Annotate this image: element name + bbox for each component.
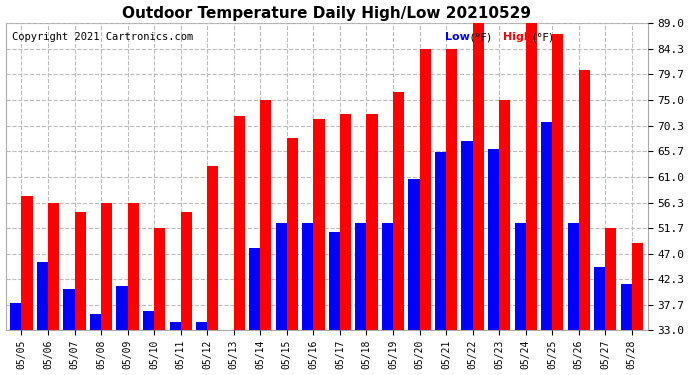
Bar [101, 202, 112, 330]
Bar [579, 70, 590, 330]
Bar [128, 202, 139, 330]
Bar [90, 314, 101, 330]
Text: (°F): (°F) [529, 32, 553, 42]
Bar [462, 141, 473, 330]
Bar [181, 212, 192, 330]
Bar [37, 262, 48, 330]
Text: Low: Low [446, 32, 471, 42]
Bar [621, 284, 632, 330]
Text: High: High [503, 32, 532, 42]
Bar [234, 116, 245, 330]
Bar [170, 322, 181, 330]
Title: Outdoor Temperature Daily High/Low 20210529: Outdoor Temperature Daily High/Low 20210… [122, 6, 531, 21]
Bar [408, 180, 420, 330]
Bar [249, 248, 260, 330]
Bar [526, 23, 537, 330]
Bar [117, 286, 128, 330]
Bar [393, 92, 404, 330]
Bar [10, 303, 21, 330]
Bar [594, 267, 605, 330]
Bar [75, 212, 86, 330]
Bar [355, 224, 366, 330]
Bar [366, 114, 377, 330]
Bar [568, 224, 579, 330]
Bar [302, 224, 313, 330]
Bar [63, 289, 75, 330]
Bar [340, 114, 351, 330]
Bar [48, 202, 59, 330]
Bar [632, 243, 643, 330]
Bar [435, 152, 446, 330]
Bar [552, 34, 563, 330]
Bar [287, 138, 298, 330]
Bar [382, 224, 393, 330]
Bar [473, 23, 484, 330]
Bar [276, 224, 287, 330]
Bar [541, 122, 552, 330]
Bar [328, 232, 340, 330]
Text: Copyright 2021 Cartronics.com: Copyright 2021 Cartronics.com [12, 32, 193, 42]
Bar [196, 322, 207, 330]
Text: (°F): (°F) [466, 32, 491, 42]
Bar [143, 311, 154, 330]
Bar [21, 196, 32, 330]
Bar [260, 100, 271, 330]
Bar [605, 228, 616, 330]
Bar [313, 119, 324, 330]
Bar [420, 49, 431, 330]
Bar [499, 100, 511, 330]
Bar [154, 228, 166, 330]
Bar [207, 166, 218, 330]
Bar [488, 149, 499, 330]
Bar [446, 49, 457, 330]
Bar [515, 224, 526, 330]
